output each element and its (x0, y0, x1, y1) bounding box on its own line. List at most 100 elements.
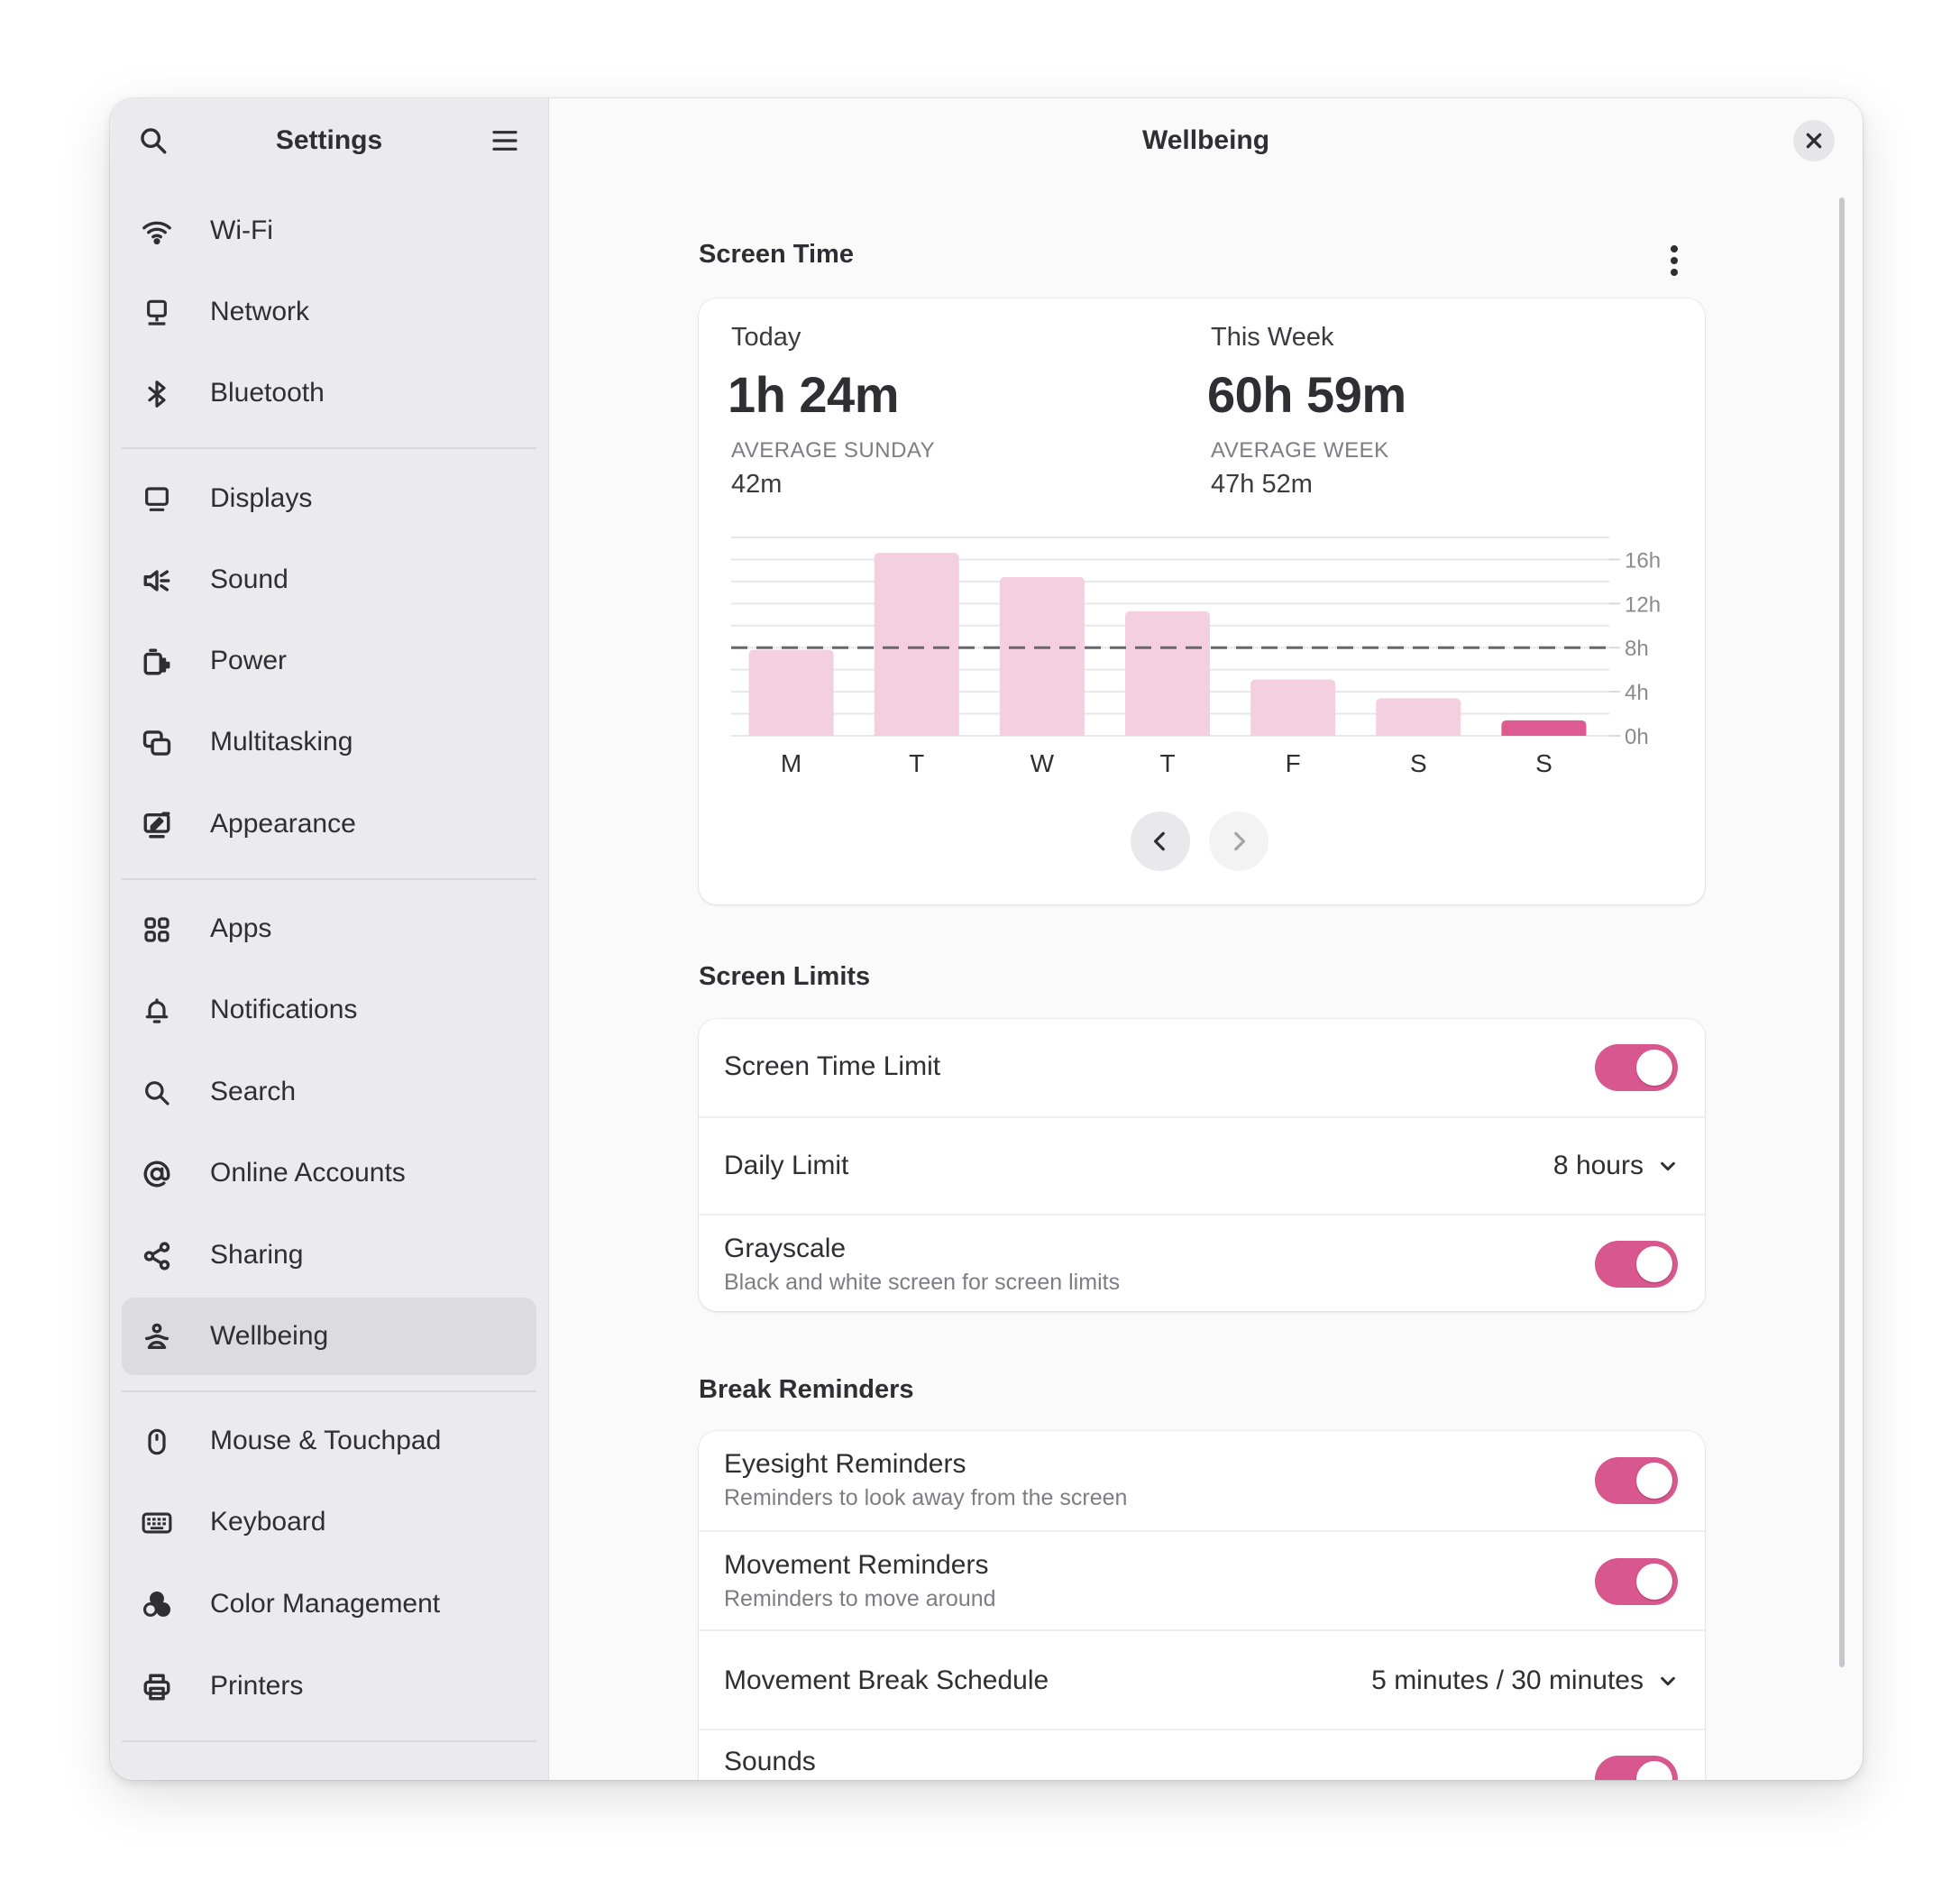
daily-limit-dropdown[interactable]: 8 hours (1553, 1151, 1678, 1181)
movement-break-schedule-value: 5 minutes / 30 minutes (1371, 1665, 1644, 1695)
sidebar-item-label: Wi-Fi (210, 216, 273, 245)
eyesight-reminders-toggle[interactable] (1595, 1457, 1678, 1504)
sounds-row[interactable]: Sounds (699, 1729, 1705, 1780)
chart-y-tick-label: 16h (1625, 548, 1661, 573)
chart-bar (1376, 698, 1461, 736)
screen-time-chart: 16h 12h 8h 4h 0h M T W T F S S (731, 537, 1661, 777)
sidebar-item-label: Online Accounts (210, 1158, 406, 1188)
screen-time-limit-toggle[interactable] (1595, 1044, 1678, 1091)
chart-bar (1125, 610, 1210, 736)
eyesight-reminders-subtitle: Reminders to look away from the screen (724, 1485, 1128, 1510)
sidebar-item-sharing[interactable]: Sharing (122, 1216, 536, 1294)
hamburger-menu-icon (492, 131, 517, 151)
wifi-icon (142, 216, 172, 247)
sidebar-item-wifi[interactable]: Wi-Fi (122, 192, 536, 270)
toggle-knob (1636, 1246, 1672, 1282)
toggle-knob (1636, 1050, 1672, 1086)
sidebar-item-appearance[interactable]: Appearance (122, 785, 536, 863)
screen-time-card: Today 1h 24m AVERAGE SUNDAY 42m This Wee… (699, 298, 1705, 904)
printer-icon (142, 1672, 172, 1702)
chart-x-tick-label: T (1159, 749, 1175, 777)
sidebar-item-search[interactable]: Search (122, 1053, 536, 1131)
display-icon (142, 484, 172, 515)
sidebar-item-displays[interactable]: Displays (122, 460, 536, 537)
screen-time-limit-row[interactable]: Screen Time Limit (699, 1019, 1705, 1116)
main-content: Wellbeing Screen Time Today 1h 24m AVERA… (549, 98, 1863, 1780)
sidebar-item-label: Displays (210, 483, 313, 513)
movement-reminders-toggle[interactable] (1595, 1558, 1678, 1605)
chart-x-tick-label: W (1030, 749, 1055, 777)
movement-reminders-subtitle: Reminders to move around (724, 1586, 996, 1611)
scrollbar[interactable] (1839, 197, 1845, 1667)
sidebar-item-wellbeing[interactable]: Wellbeing (122, 1298, 536, 1375)
grayscale-toggle[interactable] (1595, 1241, 1678, 1288)
screen-time-heading: Screen Time (699, 240, 854, 269)
sidebar-item-printers[interactable]: Printers (122, 1647, 536, 1725)
keyboard-icon (142, 1508, 172, 1538)
screen-time-menu-button[interactable] (1653, 240, 1695, 281)
next-week-button[interactable] (1209, 812, 1269, 871)
chart-x-tick-label: M (781, 749, 801, 777)
more-vertical-icon (1671, 245, 1678, 276)
grayscale-subtitle: Black and white screen for screen limits (724, 1270, 1121, 1295)
eyesight-reminders-row[interactable]: Eyesight Reminders Reminders to look awa… (699, 1431, 1705, 1530)
sidebar-item-online-accounts[interactable]: Online Accounts (122, 1134, 536, 1212)
movement-break-schedule-row[interactable]: Movement Break Schedule 5 minutes / 30 m… (699, 1629, 1705, 1730)
mouse-icon (142, 1427, 172, 1457)
previous-week-button[interactable] (1131, 812, 1190, 871)
sidebar-item-label: Keyboard (210, 1507, 326, 1537)
sidebar-title: Settings (275, 125, 383, 155)
sidebar-item-network[interactable]: Network (122, 273, 536, 351)
sidebar-item-power[interactable]: Power (122, 622, 536, 700)
sidebar-item-label: Mouse & Touchpad (210, 1426, 442, 1455)
daily-limit-row[interactable]: Daily Limit 8 hours (699, 1116, 1705, 1216)
color-management-icon (142, 1590, 172, 1620)
chevron-down-icon (1661, 1161, 1675, 1171)
sidebar-item-color-management[interactable]: Color Management (122, 1565, 536, 1643)
chevron-left-icon (1153, 831, 1165, 851)
close-button[interactable] (1793, 120, 1835, 161)
sidebar-item-keyboard[interactable]: Keyboard (122, 1483, 536, 1561)
sidebar-item-label: Sound (210, 564, 289, 594)
screen-limits-card: Screen Time Limit Daily Limit 8 hours Gr… (699, 1019, 1705, 1311)
sidebar-item-label: Printers (210, 1671, 304, 1701)
sidebar-item-label: Sharing (210, 1240, 304, 1270)
sidebar-item-label: Appearance (210, 809, 356, 839)
sidebar-item-notifications[interactable]: Notifications (122, 971, 536, 1049)
bell-icon (142, 995, 172, 1026)
search-button[interactable] (130, 117, 177, 164)
sounds-toggle[interactable] (1595, 1756, 1678, 1780)
wellbeing-icon (142, 1322, 172, 1353)
network-icon (142, 298, 172, 328)
chart-y-tick-label: 12h (1625, 592, 1661, 617)
sidebar-item-label: Notifications (210, 995, 358, 1024)
sidebar-item-label: Bluetooth (210, 378, 325, 408)
sidebar-item-multitasking[interactable]: Multitasking (122, 703, 536, 781)
search-icon (141, 128, 167, 154)
sidebar-item-label: Power (210, 646, 288, 675)
appearance-icon (142, 810, 172, 840)
sidebar-item-sound[interactable]: Sound (122, 541, 536, 619)
chart-y-tick-label: 0h (1625, 725, 1649, 749)
movement-break-schedule-dropdown[interactable]: 5 minutes / 30 minutes (1371, 1665, 1678, 1696)
sidebar-item-apps[interactable]: Apps (122, 890, 536, 968)
movement-reminders-row[interactable]: Movement Reminders Reminders to move aro… (699, 1530, 1705, 1631)
page-title: Wellbeing (1141, 125, 1270, 155)
sidebar-item-bluetooth[interactable]: Bluetooth (122, 354, 536, 432)
main-menu-button[interactable] (481, 117, 528, 164)
apps-grid-icon (142, 914, 172, 945)
week-label: This Week (1211, 323, 1334, 352)
multitasking-icon (142, 728, 172, 758)
today-value: 1h 24m (728, 366, 900, 423)
close-icon (1806, 133, 1822, 149)
break-reminders-heading: Break Reminders (699, 1375, 914, 1404)
share-icon (142, 1241, 172, 1271)
chevron-down-icon (1661, 1676, 1675, 1686)
sidebar-item-mouse-touchpad[interactable]: Mouse & Touchpad (122, 1402, 536, 1480)
grayscale-row[interactable]: Grayscale Black and white screen for scr… (699, 1214, 1705, 1311)
sidebar-separator (122, 447, 536, 449)
chart-bar (748, 649, 834, 736)
sidebar: Settings Wi-Fi Network Bluetooth Display… (110, 98, 549, 1780)
week-average-value: 47h 52m (1211, 470, 1313, 499)
chart-x-tick-label: S (1410, 749, 1427, 777)
